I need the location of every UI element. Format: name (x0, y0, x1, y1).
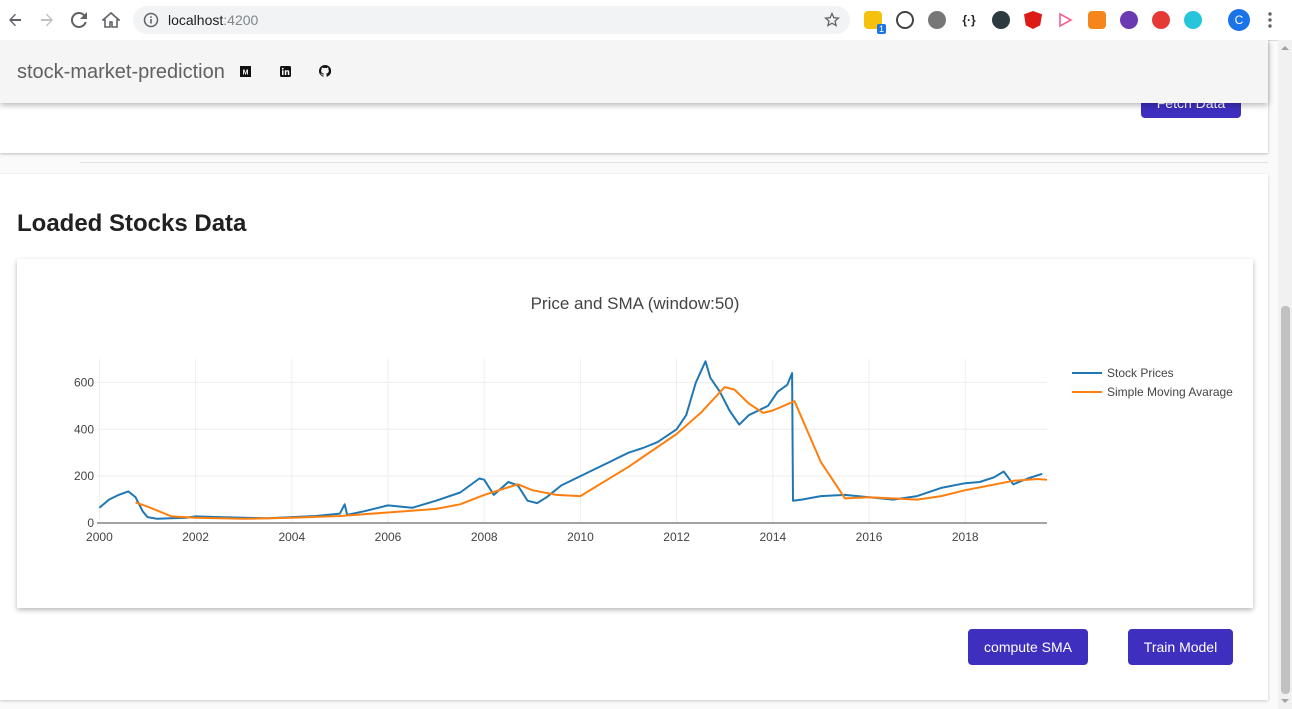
scroll-up-icon[interactable] (1281, 44, 1289, 52)
y-tick-label: 200 (74, 469, 94, 483)
extension-angular-icon[interactable] (1024, 11, 1042, 29)
menu-dots-icon[interactable] (1262, 10, 1278, 30)
forward-icon[interactable] (35, 8, 59, 32)
app-toolbar: stock-market-prediction M (0, 40, 1268, 103)
x-tick-label: 2004 (278, 530, 305, 544)
extension-fox-icon[interactable] (1088, 11, 1106, 29)
app-title[interactable]: stock-market-prediction (17, 61, 225, 83)
chart-card: Price and SMA (window:50) 2000 2002 2004 20… (17, 259, 1253, 608)
x-tick-label: 2000 (86, 530, 113, 544)
extension-eye-icon[interactable] (992, 11, 1010, 29)
bookmark-star-icon[interactable] (823, 11, 841, 28)
browser-toolbar: localhost:4200 1 {·} C (0, 0, 1292, 41)
back-icon[interactable] (3, 8, 27, 32)
extension-play-icon[interactable] (1056, 11, 1074, 29)
x-tick-label: 2018 (952, 530, 979, 544)
loaded-stocks-card: Loaded Stocks Data Price and SMA (window… (0, 174, 1268, 700)
series-line-stock-prices (98, 360, 1043, 520)
chart-title: Price and SMA (window:50) (531, 294, 740, 313)
extension-json-icon[interactable]: {·} (960, 11, 978, 29)
reload-icon[interactable] (67, 8, 91, 32)
page-viewport: Fetch Data stock-market-prediction M Loa… (0, 40, 1278, 709)
extension-news-icon[interactable]: 1 (864, 11, 886, 34)
extension-bug-icon[interactable] (1152, 11, 1170, 29)
info-icon[interactable] (143, 12, 159, 28)
x-tick-label: 2006 (375, 530, 402, 544)
x-tick-label: 2014 (759, 530, 786, 544)
section-title: Loaded Stocks Data (17, 210, 247, 237)
scrollbar-thumb[interactable] (1281, 306, 1290, 694)
x-tick-label: 2010 (567, 530, 594, 544)
divider (80, 162, 1268, 163)
series-layer (98, 360, 1048, 520)
x-tick-label: 2008 (471, 530, 498, 544)
github-icon[interactable] (319, 65, 331, 77)
compute-sma-button[interactable]: compute SMA (968, 629, 1088, 665)
y-tick-label: 600 (74, 375, 94, 389)
extension-code-icon[interactable] (896, 11, 914, 29)
svg-text:M: M (242, 69, 248, 76)
price-sma-chart: Price and SMA (window:50) 2000 2002 2004 20… (74, 294, 1233, 544)
y-tick-label: 0 (87, 516, 94, 530)
linkedin-icon[interactable] (279, 65, 291, 77)
profile-avatar[interactable]: C (1228, 9, 1250, 31)
home-icon[interactable] (99, 8, 123, 32)
extension-hex-icon[interactable] (1184, 11, 1202, 29)
legend-label: Stock Prices (1107, 366, 1174, 380)
scroll-down-icon[interactable] (1281, 697, 1289, 705)
address-bar[interactable]: localhost:4200 (133, 6, 850, 34)
x-tick-label: 2002 (182, 530, 209, 544)
legend-label: Simple Moving Avarage (1107, 385, 1233, 399)
chart-legend: Stock Prices Simple Moving Avarage (1072, 366, 1233, 399)
y-tick-label: 400 (74, 422, 94, 436)
train-model-button[interactable]: Train Model (1128, 629, 1233, 665)
url-text: localhost:4200 (168, 12, 258, 28)
extension-badge: 1 (876, 24, 886, 34)
axis-layer: 2000 2002 2004 2006 2008 2010 2012 2014 2016 2018… (74, 375, 1047, 544)
x-tick-label: 2016 (856, 530, 883, 544)
extension-gear-icon[interactable] (928, 11, 946, 29)
x-tick-label: 2012 (663, 530, 690, 544)
url-host: localhost (168, 12, 224, 28)
url-port: :4200 (223, 12, 259, 28)
medium-icon[interactable]: M (239, 65, 251, 77)
series-line-sma (135, 386, 1048, 520)
grid-layer (97, 359, 1047, 523)
extension-planet-icon[interactable] (1120, 11, 1138, 29)
